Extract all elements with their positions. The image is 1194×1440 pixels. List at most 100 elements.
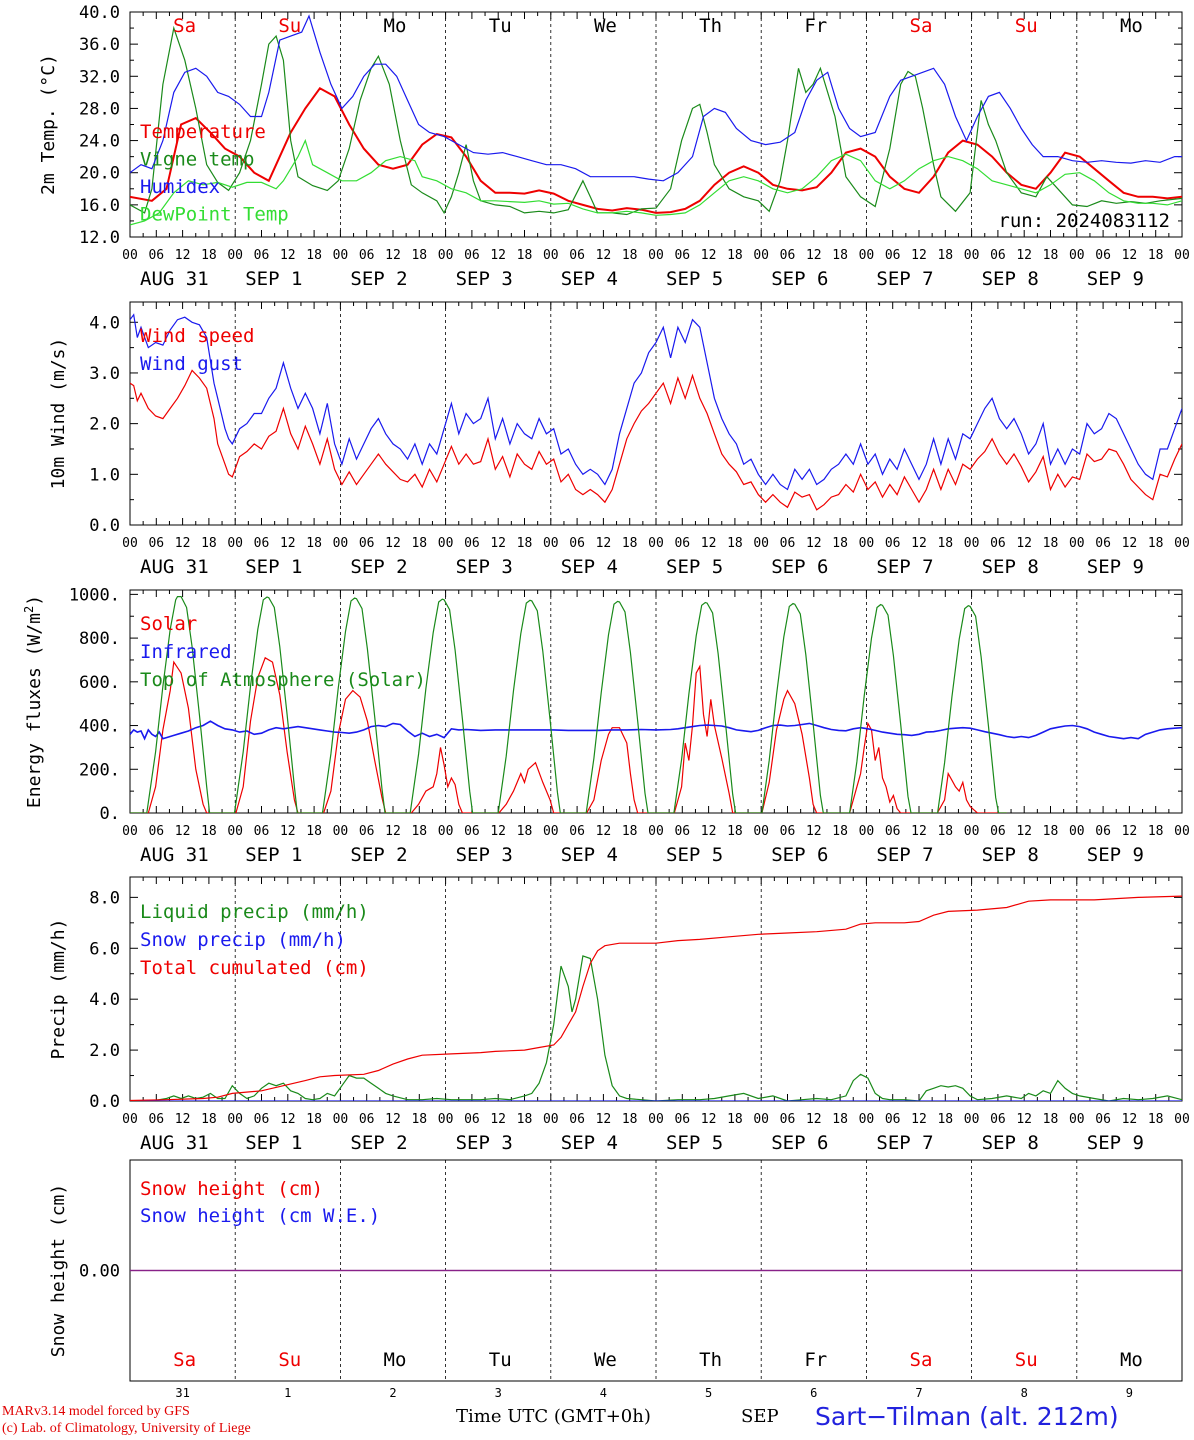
hour-tick-label: 12: [1122, 824, 1138, 839]
hour-tick-label: 00: [753, 1112, 769, 1127]
y-tick-label: 6.0: [89, 939, 120, 959]
hour-tick-label: 06: [464, 824, 480, 839]
hour-tick-label: 00: [859, 536, 875, 551]
date-label: SEP 3: [456, 844, 513, 866]
hour-tick-label: 06: [674, 824, 690, 839]
weekday-label: Tu: [489, 15, 512, 37]
hour-tick-label: 00: [964, 248, 980, 263]
hour-tick-label: 06: [464, 248, 480, 263]
hour-tick-label: 18: [727, 248, 743, 263]
y-tick-label: 3.0: [89, 364, 120, 384]
hour-tick-label: 00: [543, 536, 559, 551]
hour-tick-label: 00: [227, 248, 243, 263]
panel-4: 0.0 2.0 4.0 6.0 8.0 Precip (mm/h) Liquid preci…: [48, 876, 1190, 1154]
weekday-label: Su: [278, 15, 301, 37]
hour-tick-label: 12: [1122, 1112, 1138, 1127]
hour-tick-label: 00: [753, 248, 769, 263]
hour-tick-label: 06: [674, 536, 690, 551]
date-label: SEP 8: [982, 268, 1039, 290]
hour-tick-label: 00: [543, 824, 559, 839]
series-line-3: [130, 14, 1182, 182]
hour-tick-label: 06: [780, 248, 796, 263]
hour-tick-label: 06: [464, 536, 480, 551]
paren: ): [24, 595, 45, 606]
date-label: SEP 9: [1087, 556, 1144, 578]
hour-tick-label: 00: [1174, 1112, 1190, 1127]
hour-tick-label: 12: [385, 1112, 401, 1127]
y-tick-label: 1000.: [69, 585, 120, 605]
hour-tick-label: 06: [885, 824, 901, 839]
y-tick-label: 4.0: [89, 313, 120, 333]
hour-tick-label: 00: [753, 824, 769, 839]
hour-tick-label: 18: [517, 536, 533, 551]
hour-tick-label: 18: [411, 248, 427, 263]
date-label: SEP 1: [245, 1132, 302, 1154]
day-number: 31: [175, 1386, 189, 1400]
hour-tick-label: 12: [175, 1112, 191, 1127]
weekday-label: We: [594, 1349, 617, 1371]
hour-tick-label: 06: [148, 536, 164, 551]
hour-tick-label: 06: [148, 248, 164, 263]
hour-tick-label: 18: [411, 824, 427, 839]
hour-tick-label: 12: [701, 248, 717, 263]
date-label: SEP 4: [561, 556, 618, 578]
weekday-label: Th: [699, 15, 722, 37]
hour-tick-label: 12: [175, 824, 191, 839]
legend-entry-1: Temperature: [140, 121, 266, 143]
hour-tick-label: 18: [201, 536, 217, 551]
hour-tick-label: 18: [306, 536, 322, 551]
hour-tick-label: 00: [438, 536, 454, 551]
model-credit: MARv3.14 model forced by GFS (c) Lab. of…: [2, 1403, 251, 1437]
station-name: Sart−Tilman (alt. 212m): [815, 1402, 1119, 1431]
weekday-label: Sa: [910, 1349, 933, 1371]
hour-tick-label: 18: [411, 536, 427, 551]
hour-tick-label: 00: [1174, 248, 1190, 263]
date-label: AUG 31: [140, 556, 209, 578]
series-group: [130, 595, 1182, 813]
date-label: SEP 1: [245, 844, 302, 866]
panel-frame: [129, 589, 1183, 814]
hour-tick-label: 18: [937, 248, 953, 263]
hour-tick-label: 06: [780, 1112, 796, 1127]
y-tick-label: 2.0: [89, 415, 120, 435]
hour-tick-label: 06: [464, 1112, 480, 1127]
y-tick-label: 28.0: [79, 99, 120, 119]
hour-tick-label: 00: [964, 1112, 980, 1127]
date-label: SEP 9: [1087, 844, 1144, 866]
hour-tick-label: 18: [937, 824, 953, 839]
hour-tick-label: 12: [385, 536, 401, 551]
hour-tick-label: 06: [674, 1112, 690, 1127]
hour-tick-label: 00: [122, 248, 138, 263]
date-label: AUG 31: [140, 1132, 209, 1154]
weekday-label: Su: [1015, 1349, 1038, 1371]
series-group: [130, 14, 1182, 226]
hour-tick-label: 06: [1095, 536, 1111, 551]
legend-entry-2: Vigne temp: [140, 149, 254, 171]
hour-tick-label: 06: [254, 248, 270, 263]
hour-tick-label: 12: [1016, 1112, 1032, 1127]
hour-tick-label: 00: [438, 1112, 454, 1127]
y-tick-label: 36.0: [79, 35, 120, 55]
hour-tick-label: 06: [1095, 824, 1111, 839]
hour-tick-label: 00: [648, 824, 664, 839]
hour-tick-label: 18: [1148, 536, 1164, 551]
hour-tick-label: 06: [569, 536, 585, 551]
run-label: run: 2024083112: [998, 210, 1170, 232]
day-number: 6: [810, 1386, 817, 1400]
hour-tick-label: 00: [1174, 536, 1190, 551]
date-label: SEP 4: [561, 1132, 618, 1154]
model-credit-line-2: (c) Lab. of Climatology, University of L…: [2, 1421, 251, 1436]
hour-tick-label: 18: [832, 1112, 848, 1127]
y-tick-label: 0.: [100, 804, 120, 824]
hour-tick-label: 06: [885, 536, 901, 551]
hour-tick-label: 12: [596, 536, 612, 551]
date-label: SEP 2: [350, 268, 407, 290]
legend-entry-1: Snow height (cm): [140, 1178, 323, 1200]
hour-tick-label: 00: [333, 1112, 349, 1127]
legend-entry-3: Total cumulated (cm): [140, 957, 369, 979]
date-label: SEP 9: [1087, 1132, 1144, 1154]
y-tick-label: 8.0: [89, 888, 120, 908]
date-label: SEP 4: [561, 268, 618, 290]
hour-tick-label: 18: [937, 536, 953, 551]
hour-tick-label: 18: [517, 1112, 533, 1127]
